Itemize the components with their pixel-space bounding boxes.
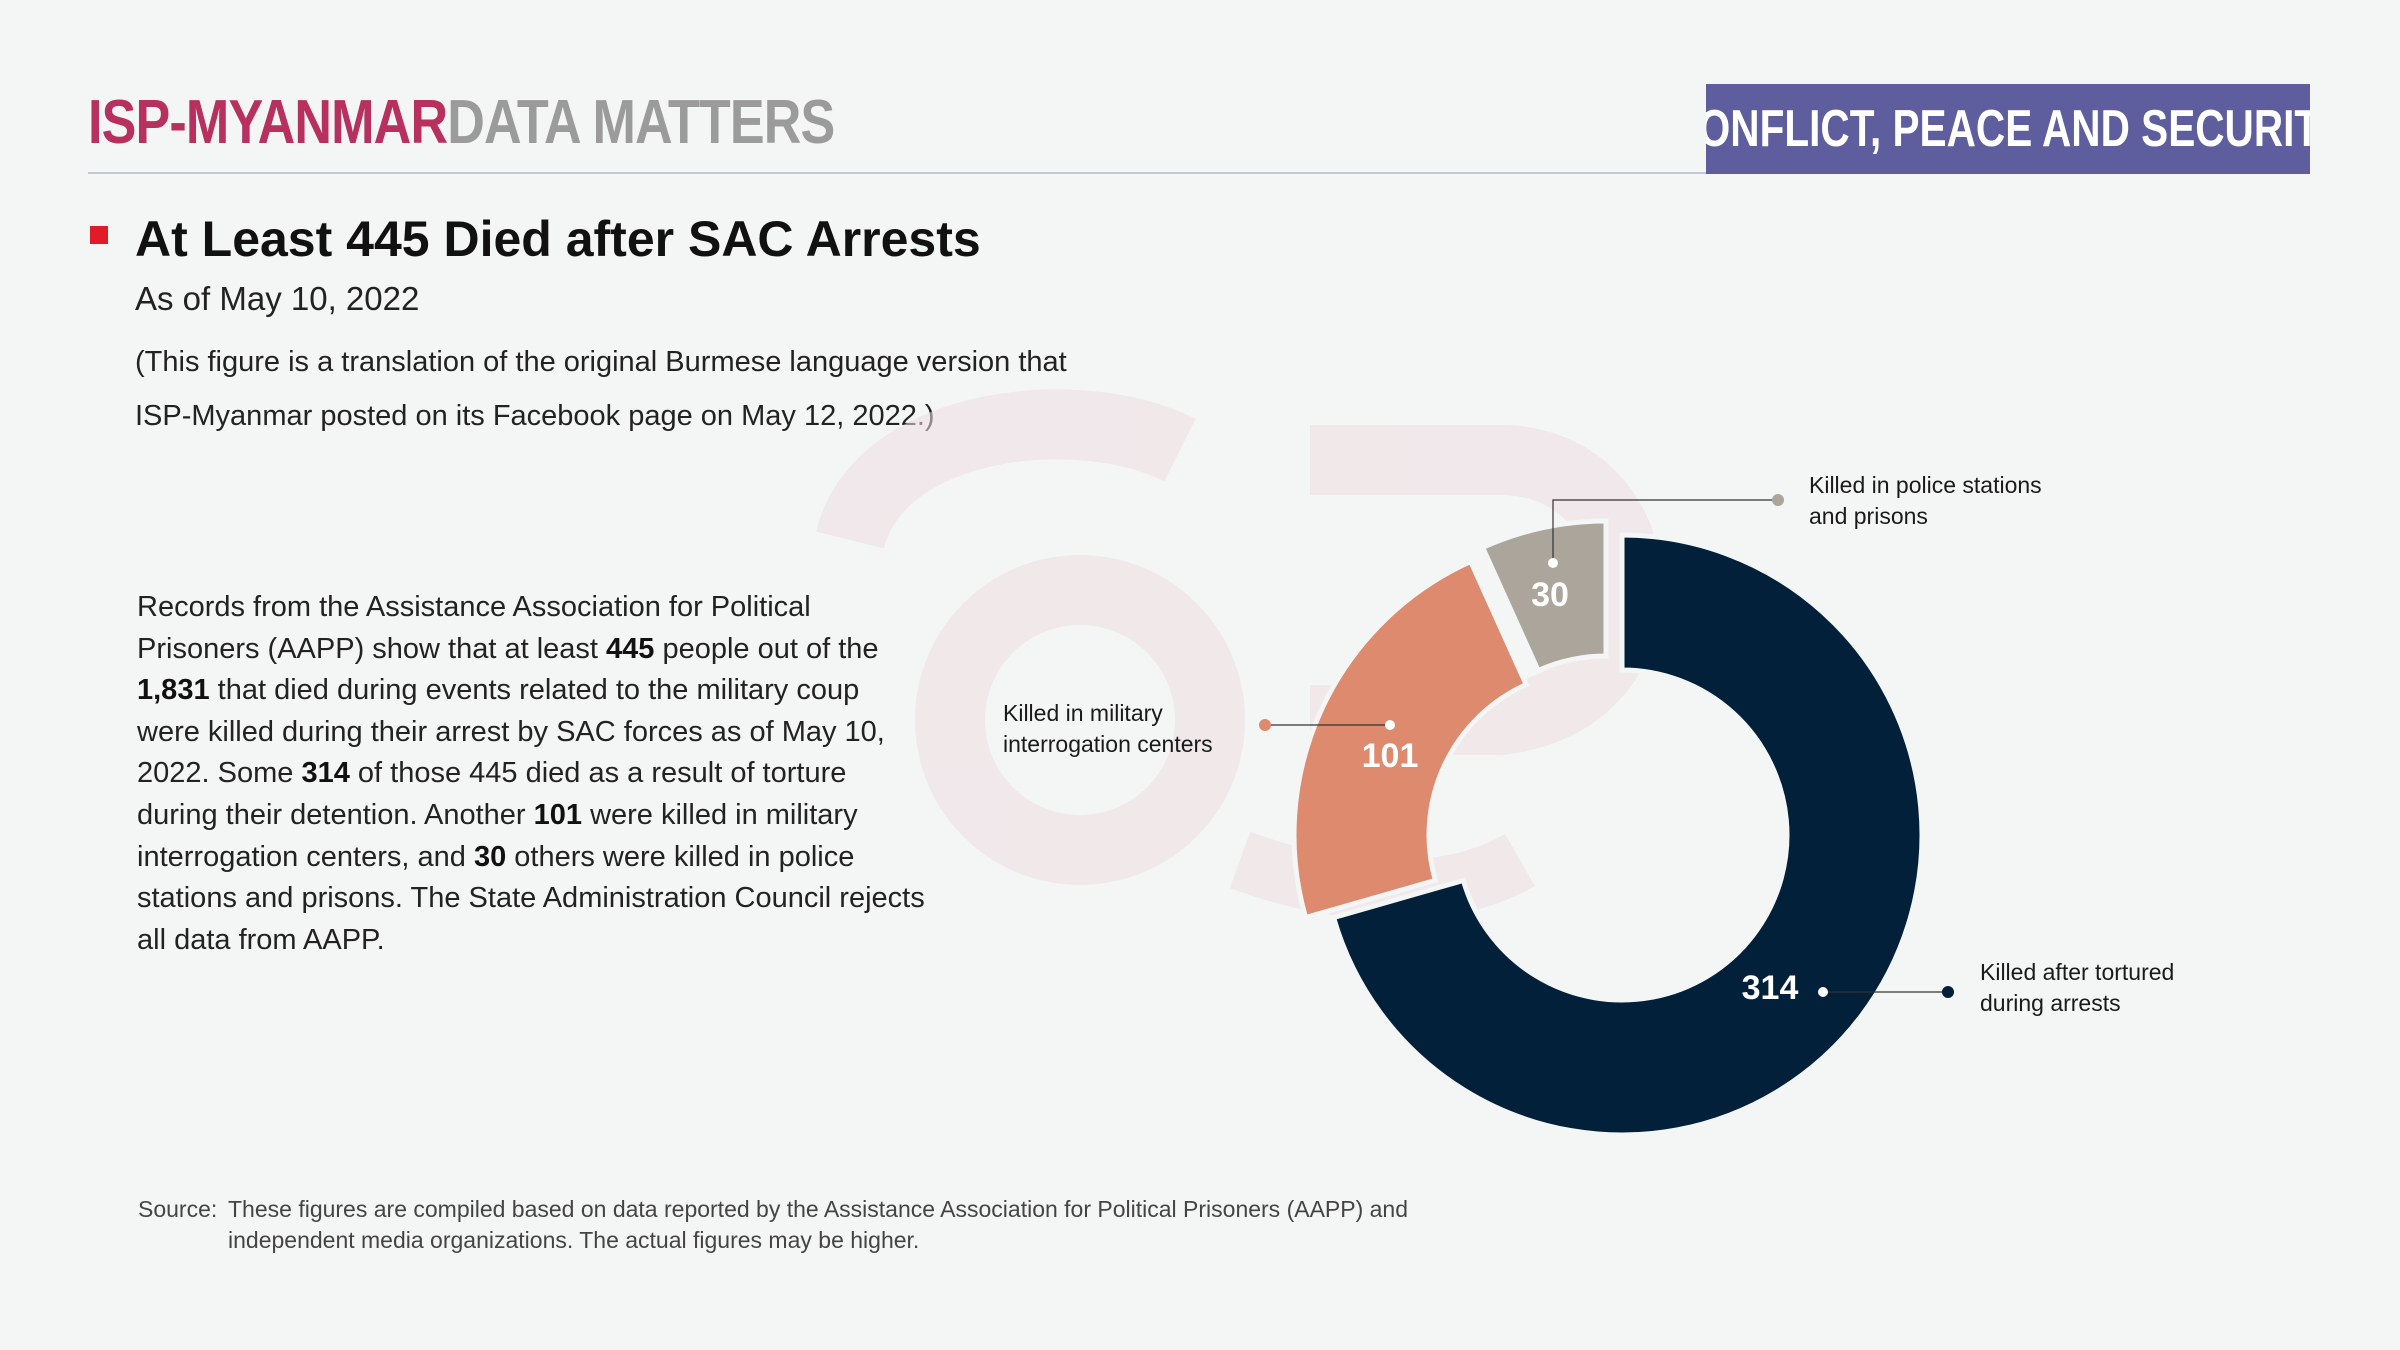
slice-value-label: 314 — [1742, 969, 1799, 1007]
slice-value-label: 30 — [1531, 576, 1569, 614]
slice-category-label: Killed in military interrogation centers — [1003, 700, 1213, 757]
header-divider — [88, 172, 1706, 174]
slice-value-label: 101 — [1362, 737, 1419, 775]
source-line2: independent media organizations. The act… — [228, 1227, 920, 1253]
desc-figure: 1,831 — [137, 674, 210, 707]
description-paragraph: Records from the Assistance Association … — [137, 587, 927, 961]
desc-figure: 445 — [606, 632, 655, 665]
desc-text: Records from the Assistance Association … — [137, 591, 811, 665]
donut-slice — [1330, 532, 1925, 1138]
donut-callouts: 314 Killed after tortured during arrests 10… — [1003, 472, 2174, 1016]
desc-text: that died during events related to the m… — [137, 674, 885, 790]
desc-figure: 101 — [533, 798, 583, 831]
desc-text: people out of the — [654, 632, 879, 665]
desc-figure: 314 — [301, 757, 350, 790]
page-subtitle: As of May 10, 2022 — [135, 280, 420, 317]
source-note: Source: These figures are compiled based … — [138, 1194, 1598, 1256]
page-title: At Least 445 Died after SAC Arrests — [135, 211, 981, 267]
slice-category-label: Killed in police stations and prisons — [1809, 472, 2042, 529]
desc-text: were killed in military interrogation ce… — [137, 798, 858, 873]
title-bullet-icon — [90, 226, 108, 244]
callout-start-dot — [1385, 720, 1395, 730]
callout-start-dot — [1548, 558, 1558, 568]
source-line1: These figures are compiled based on data… — [228, 1196, 1409, 1222]
category-label: CONFLICT, PEACE AND SECURITY — [1706, 100, 2310, 158]
desc-figure: 30 — [473, 840, 507, 873]
donut-slice — [1479, 518, 1609, 674]
donut-slices — [1291, 518, 1925, 1138]
callout-start-dot — [1818, 987, 1828, 997]
brand-secondary: DATA MATTERS — [447, 88, 835, 157]
brand-primary: ISP-MYANMAR — [88, 88, 448, 157]
callout-end-dot — [1259, 719, 1271, 731]
desc-text: of those 445 died as a result of torture… — [137, 757, 847, 831]
category-banner: CONFLICT, PEACE AND SECURITY — [1706, 84, 2310, 174]
donut-slice — [1291, 558, 1530, 921]
translation-note-line2: ISP-Myanmar posted on its Facebook page … — [135, 400, 935, 432]
desc-text: others were killed in police stations an… — [137, 840, 925, 956]
translation-note-line1: (This figure is a translation of the ori… — [135, 346, 1067, 378]
brand-logo: ISP-MYANMARDATA MATTERS — [88, 92, 835, 154]
callout-line — [1552, 499, 1778, 563]
callout-end-dot — [1772, 494, 1784, 506]
translation-note: (This figure is a translation of the ori… — [135, 335, 1135, 443]
source-label: Source: — [138, 1196, 218, 1222]
callout-end-dot — [1942, 986, 1954, 998]
slice-category-label: Killed after tortured during arrests — [1980, 959, 2174, 1016]
